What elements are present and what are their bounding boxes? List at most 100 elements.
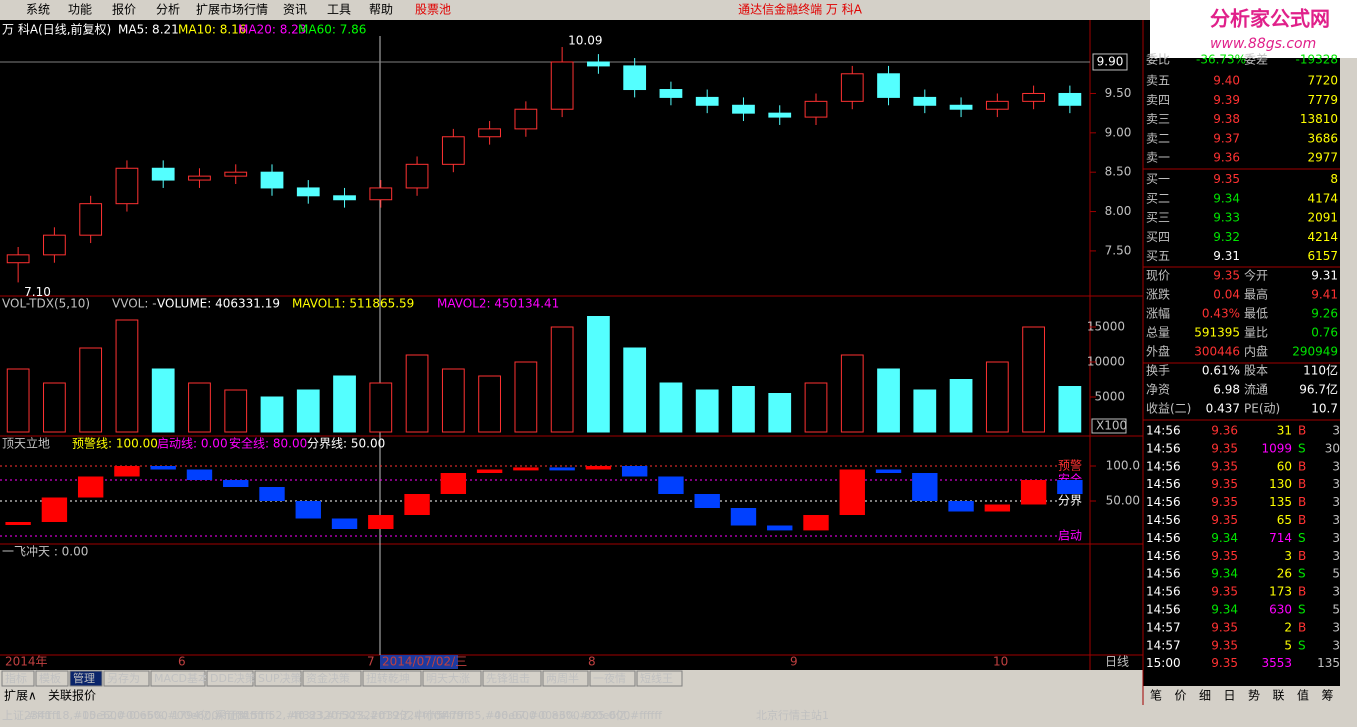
tab-label[interactable]: 指标 bbox=[5, 671, 27, 685]
ext-tab[interactable]: 扩展∧ bbox=[4, 689, 37, 703]
volume-bar bbox=[224, 389, 248, 433]
trade-count: 3 bbox=[1332, 531, 1340, 545]
menu-item[interactable]: 工具 bbox=[327, 3, 351, 17]
indicator-step bbox=[803, 515, 829, 531]
order-label: 买三 bbox=[1146, 211, 1170, 225]
tab-label[interactable]: SUP决策 bbox=[258, 671, 302, 685]
side-tab[interactable]: 筹 bbox=[1322, 689, 1334, 703]
level-tag: 分界 bbox=[1058, 494, 1082, 508]
side-tab[interactable]: 联 bbox=[1273, 689, 1285, 703]
quote-label: 收益(二) bbox=[1146, 402, 1191, 416]
menu-item[interactable]: 资讯 bbox=[283, 3, 307, 17]
ext-tab[interactable]: 关联报价 bbox=[48, 688, 96, 703]
indicator-step bbox=[440, 473, 467, 494]
quote-value: 0.76 bbox=[1311, 326, 1338, 340]
trade-volume: 630 bbox=[1269, 603, 1292, 617]
candle-body bbox=[804, 100, 828, 118]
tab-label[interactable]: 一夜情 bbox=[593, 671, 626, 685]
tab-label[interactable]: 扭转乾坤 bbox=[366, 671, 410, 685]
tab-label[interactable]: 管理 bbox=[73, 671, 95, 685]
quote-label: 量比 bbox=[1244, 326, 1268, 340]
tab bbox=[302, 670, 362, 687]
candle-body bbox=[732, 104, 755, 114]
volume-bar bbox=[188, 382, 211, 433]
indicator-step bbox=[912, 473, 938, 501]
volume-bar bbox=[732, 386, 755, 433]
tab bbox=[482, 670, 542, 687]
menu-item[interactable]: 帮助 bbox=[369, 3, 393, 17]
candle-body bbox=[296, 187, 320, 197]
side-tab[interactable]: 势 bbox=[1248, 689, 1260, 703]
order-price: 9.37 bbox=[1213, 131, 1240, 145]
tab-label[interactable]: 模板 bbox=[39, 671, 61, 685]
menu-item[interactable]: 报价 bbox=[112, 2, 136, 17]
side-tab[interactable]: 值 bbox=[1297, 688, 1309, 703]
tab-label[interactable]: DDE决策 bbox=[210, 671, 256, 685]
tab bbox=[254, 670, 302, 687]
candle-body bbox=[695, 96, 719, 106]
status-item: 40.83,#ff3232 bbox=[291, 709, 371, 722]
trade-price: 9.36 bbox=[1211, 424, 1238, 438]
quote-label: PE(动) bbox=[1244, 402, 1280, 416]
status-item: 深证,#ffffff bbox=[215, 709, 273, 722]
side-tab[interactable]: 价 bbox=[1175, 689, 1187, 703]
tab bbox=[206, 670, 254, 687]
volume-bar bbox=[260, 396, 284, 433]
indicator-step bbox=[259, 487, 285, 501]
trade-time: 14:56 bbox=[1146, 477, 1181, 491]
unit-box bbox=[1091, 418, 1127, 434]
order-volume: 4174 bbox=[1307, 191, 1338, 205]
tab-label[interactable]: 两周半 bbox=[546, 671, 579, 685]
menu-bar bbox=[0, 0, 1357, 20]
order-volume: 7779 bbox=[1307, 93, 1338, 107]
tab-label[interactable]: 短线王 bbox=[640, 671, 673, 685]
indicator-step bbox=[875, 469, 902, 473]
indicator-step bbox=[948, 501, 974, 512]
tab-label[interactable]: 明天大涨 bbox=[426, 671, 470, 685]
trade-volume: 2 bbox=[1284, 620, 1292, 634]
side-tab[interactable]: 细 bbox=[1199, 689, 1211, 703]
window-title: 通达信金融终端 万 科A bbox=[738, 2, 863, 17]
trade-count: 3 bbox=[1332, 495, 1340, 509]
trade-dir: S bbox=[1298, 603, 1306, 617]
candle-body bbox=[405, 163, 429, 189]
indicator-step bbox=[186, 469, 213, 480]
trade-dir: B bbox=[1298, 495, 1306, 509]
volume-bar bbox=[369, 382, 393, 433]
order-price: 9.38 bbox=[1213, 112, 1240, 126]
tab-label[interactable]: 资金决策 bbox=[306, 671, 350, 685]
y-tick-label: 9.00 bbox=[1105, 125, 1132, 139]
tab-label[interactable]: 另存为 bbox=[107, 671, 140, 685]
indicator-step bbox=[114, 466, 140, 477]
indicator-step bbox=[150, 466, 176, 470]
pane4-label: 一飞冲天 : 0.00 bbox=[2, 544, 88, 559]
trade-volume: 31 bbox=[1277, 424, 1292, 438]
menu-item[interactable]: 分析 bbox=[156, 3, 180, 17]
indicator-step bbox=[1020, 480, 1047, 505]
tab-label[interactable]: 先锋狙击 bbox=[486, 672, 530, 685]
side-tab[interactable]: 日 bbox=[1224, 689, 1236, 703]
quote-value: 6.98 bbox=[1213, 383, 1240, 397]
tab-label[interactable]: MACD基本 bbox=[154, 671, 209, 685]
menu-item[interactable]: 功能 bbox=[68, 3, 92, 17]
quote-value: 9.35 bbox=[1213, 269, 1240, 283]
volume-bar bbox=[768, 393, 792, 433]
quote-value: 591395 bbox=[1194, 326, 1240, 340]
trade-price: 9.35 bbox=[1211, 513, 1238, 527]
status-item: 中小,#ffffff bbox=[414, 709, 472, 722]
side-tab[interactable]: 笔 bbox=[1150, 688, 1162, 703]
tab bbox=[69, 670, 103, 687]
volume-bar bbox=[514, 361, 538, 433]
tab bbox=[150, 670, 206, 687]
status-item: 0.50%,#ff3232 bbox=[331, 709, 414, 722]
stock-pool[interactable]: 股票池 bbox=[415, 3, 451, 17]
indicator-step bbox=[368, 515, 394, 529]
ma-label: MA10: 8.16 bbox=[178, 23, 246, 37]
volume-bar bbox=[79, 347, 103, 433]
trade-volume: 5 bbox=[1284, 638, 1292, 652]
quote-label: 现价 bbox=[1146, 269, 1170, 283]
volume-bar bbox=[1058, 386, 1082, 433]
menu-item[interactable]: 系统 bbox=[26, 3, 50, 17]
indicator-step bbox=[331, 518, 358, 529]
menu-item[interactable]: 扩展市场行情 bbox=[196, 2, 268, 17]
